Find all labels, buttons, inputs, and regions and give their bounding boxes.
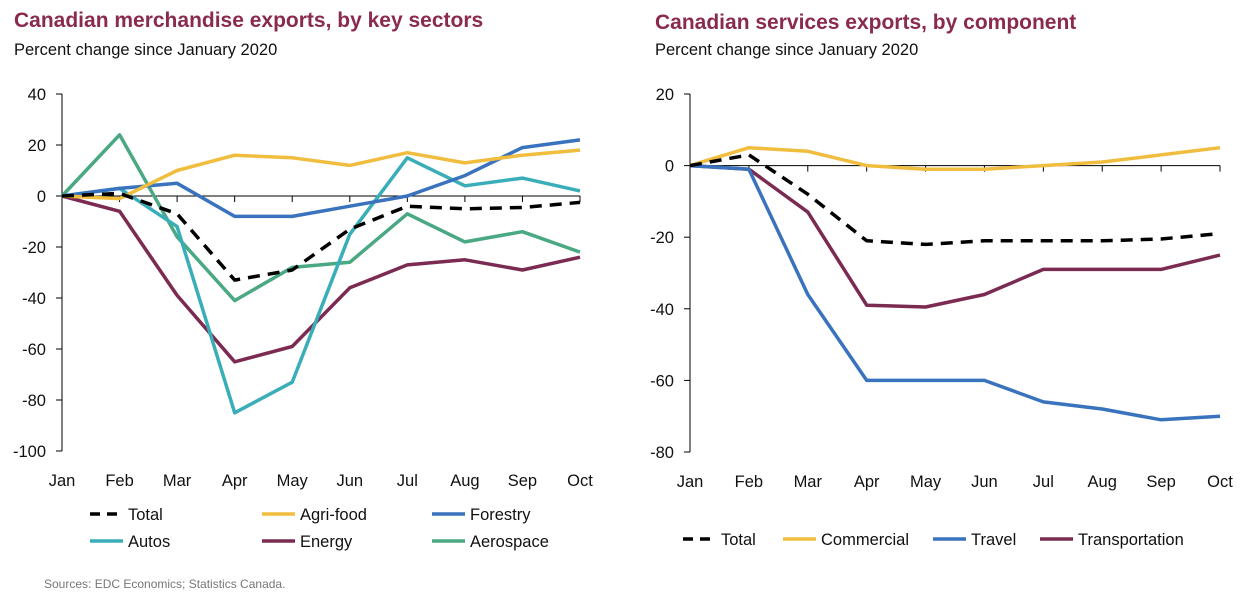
chart2-legend-label-travel: Travel [971, 531, 1016, 549]
chart1-x-tick-label: Sep [508, 472, 537, 490]
source-note: Sources: EDC Economics; Statistics Canad… [44, 577, 286, 591]
chart2-series-total [689, 153, 1221, 247]
chart1-series-autos [61, 156, 581, 415]
chart1-y-tick-label: -40 [22, 290, 46, 308]
chart1-x-tick-label: Apr [222, 472, 248, 490]
chart1-y-tick-label: 20 [28, 137, 46, 155]
chart1-legend-label-forestry: Forestry [470, 506, 531, 524]
chart2-legend-label-commercial: Commercial [821, 531, 909, 549]
chart1-legend-label-autos: Autos [128, 533, 170, 551]
chart1-y-tick-label: -100 [13, 443, 46, 461]
chart2-x-tick-label: Sep [1146, 473, 1175, 491]
chart2-y-tick-label: -20 [650, 229, 674, 247]
chart2-legend-label-total: Total [721, 531, 756, 549]
chart1-legend-label-agri-food: Agri-food [300, 506, 367, 524]
chart2-x-tick-label: Jul [1033, 473, 1054, 491]
chart1-legend-label-aerospace: Aerospace [470, 533, 549, 551]
chart1-series-agri-food [61, 148, 581, 201]
chart2-x-tick-label: Aug [1088, 473, 1117, 491]
chart2-y-tick-label: -60 [650, 372, 674, 390]
chart1-x-tick-label: Mar [163, 472, 192, 490]
chart1-x-tick-label: Feb [105, 472, 133, 490]
chart1-legend-label-energy: Energy [300, 533, 353, 551]
chart2-x-tick-label: May [910, 473, 942, 491]
chart1-series-total [61, 191, 581, 282]
chart2-x-tick-label: Mar [794, 473, 823, 491]
chart2-x-tick-label: Oct [1207, 473, 1233, 491]
chart1-series-aerospace [60, 133, 581, 303]
chart1-x-tick-label: Oct [567, 472, 593, 490]
chart1-y-tick-label: -60 [22, 341, 46, 359]
chart1-x-tick-label: Jan [49, 472, 76, 490]
chart1-series-forestry [61, 138, 581, 219]
chart2-y-tick-label: -80 [650, 444, 674, 462]
chart2-y-tick-label: -40 [650, 301, 674, 319]
chart2-legend-label-transportation: Transportation [1078, 531, 1184, 549]
chart-title-services: Canadian services exports, by component [655, 11, 1077, 34]
chart1-legend-label-total: Total [128, 506, 163, 524]
chart1-y-tick-label: -80 [22, 392, 46, 410]
chart2-series-travel [689, 163, 1221, 422]
chart-title-merchandise: Canadian merchandise exports, by key sec… [14, 9, 484, 32]
chart1-x-tick-label: Aug [450, 472, 479, 490]
chart-subtitle-services: Percent change since January 2020 [655, 41, 919, 59]
chart1-y-tick-label: 40 [28, 86, 46, 104]
chart1-series-energy [61, 194, 581, 364]
chart2-x-tick-label: Apr [854, 473, 880, 491]
chart2-x-tick-label: Jan [677, 473, 704, 491]
chart2-series-commercial [689, 145, 1221, 171]
chart1-y-tick-label: 0 [37, 188, 46, 206]
chart-subtitle-merchandise: Percent change since January 2020 [14, 41, 278, 59]
chart2-y-tick-label: 0 [665, 158, 674, 176]
chart2-series-transportation [689, 163, 1221, 309]
chart1-y-tick-label: -20 [22, 239, 46, 257]
chart2-x-tick-label: Feb [735, 473, 763, 491]
chart1-x-tick-label: Jul [397, 472, 418, 490]
chart2-x-tick-label: Jun [971, 473, 998, 491]
chart2-y-tick-label: 20 [656, 86, 674, 104]
chart1-x-tick-label: May [277, 472, 309, 490]
chart1-x-tick-label: Jun [336, 472, 363, 490]
